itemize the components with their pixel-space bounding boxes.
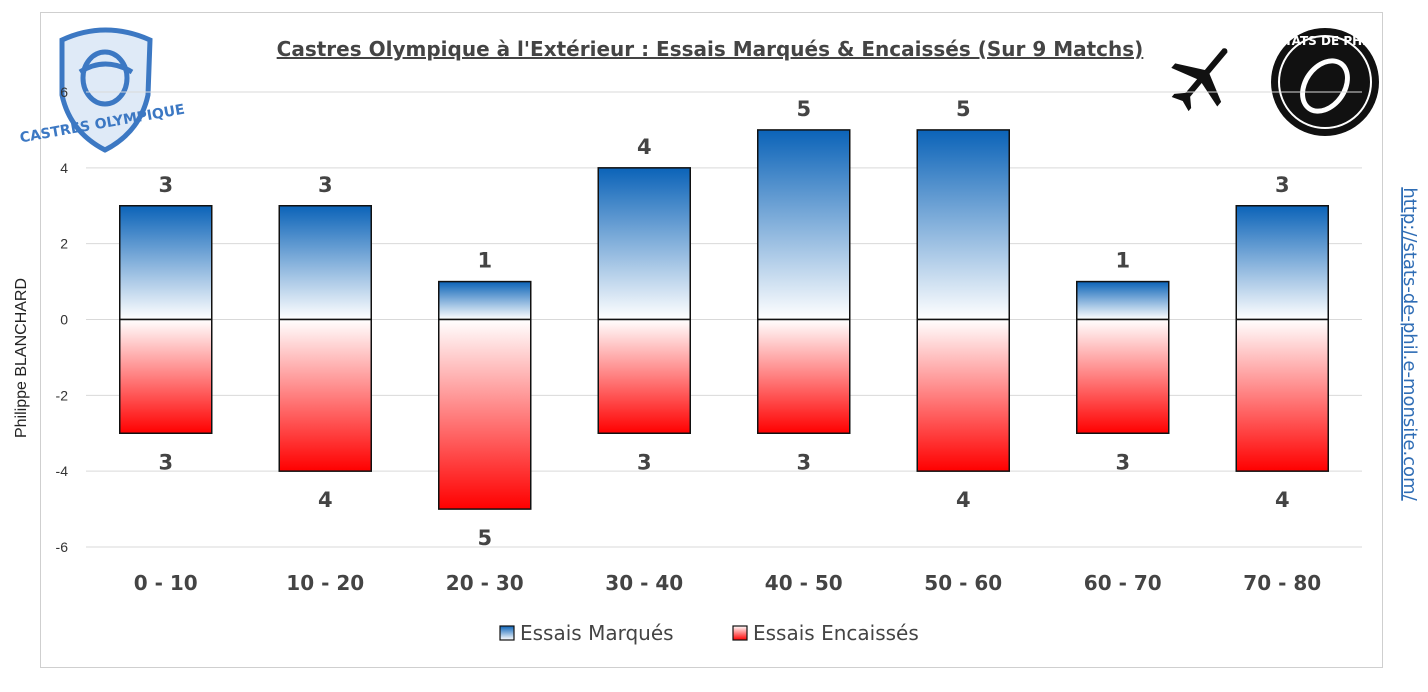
data-label-encaisses: 4	[318, 488, 333, 512]
x-category-label: 60 - 70	[1084, 571, 1162, 595]
data-label-encaisses: 3	[796, 450, 811, 474]
bar-essais-encaisses	[916, 318, 1010, 472]
x-category-label: 70 - 80	[1243, 571, 1321, 595]
bars	[119, 129, 1329, 510]
x-category-label: 50 - 60	[924, 571, 1002, 595]
bar-essais-encaisses	[1076, 318, 1170, 434]
chart-frame	[40, 12, 1383, 668]
data-label-encaisses: 3	[1115, 450, 1130, 474]
stats-de-phil-logo: STATS DE PHIL	[1271, 28, 1379, 136]
legend-swatch-encaisses	[732, 625, 748, 641]
x-category-label: 30 - 40	[605, 571, 683, 595]
gridlines	[86, 91, 1362, 548]
airplane-icon	[1171, 48, 1228, 112]
x-axis-categories: 0 - 10 10 - 20 20 - 30 30 - 40 40 - 50 50 - 6…	[134, 571, 1321, 595]
y-tick-label: 2	[60, 236, 68, 252]
stats-logo-text: STATS DE PHIL	[1276, 34, 1375, 48]
data-label-marques: 4	[637, 135, 652, 159]
x-category-label: 0 - 10	[134, 571, 198, 595]
author-label: Philippe BLANCHARD	[13, 278, 30, 438]
legend: Essais Marqués Essais Encaissés	[499, 621, 919, 645]
y-tick-label: 4	[60, 160, 68, 176]
y-tick-label: 6	[60, 84, 68, 100]
data-label-marques: 3	[1275, 173, 1290, 197]
bar-essais-marques	[916, 129, 1010, 321]
bar-essais-marques	[597, 167, 691, 321]
bar-essais-encaisses	[597, 318, 691, 434]
x-category-label: 20 - 30	[446, 571, 524, 595]
data-label-encaisses: 4	[1275, 488, 1290, 512]
legend-swatch-marques	[499, 625, 515, 641]
site-url-link[interactable]: http://stats-de-phil.e-monsite.com/	[1399, 187, 1420, 501]
bar-essais-marques	[1076, 280, 1170, 321]
bar-essais-marques	[278, 205, 372, 321]
data-label-marques: 5	[956, 97, 971, 121]
legend-label-marques: Essais Marqués	[520, 621, 674, 645]
data-label-encaisses: 3	[158, 450, 173, 474]
data-label-marques: 3	[318, 173, 333, 197]
bar-essais-encaisses	[438, 318, 532, 510]
y-tick-label: -4	[56, 463, 69, 479]
chart-title: Castres Olympique à l'Extérieur : Essais…	[277, 37, 1144, 61]
castres-olympique-logo: CASTRES OLYMPIQUE	[19, 27, 186, 153]
bar-essais-marques	[1235, 205, 1329, 321]
bar-essais-marques	[757, 129, 851, 321]
data-label-marques: 3	[158, 173, 173, 197]
y-tick-label: -6	[56, 539, 69, 555]
data-label-encaisses: 4	[956, 488, 971, 512]
x-category-label: 10 - 20	[286, 571, 364, 595]
bar-essais-encaisses	[278, 318, 372, 472]
data-label-marques: 5	[796, 97, 811, 121]
data-label-encaisses: 5	[477, 526, 492, 550]
data-label-encaisses: 3	[637, 450, 652, 474]
bar-essais-encaisses	[757, 318, 851, 434]
data-labels: 3 3 3 4 1 5 4 3 5 3 5 4 1 3 3 4	[158, 97, 1289, 550]
data-label-marques: 1	[1115, 249, 1130, 273]
y-tick-label: -2	[56, 387, 69, 403]
bar-essais-marques	[119, 205, 213, 321]
x-category-label: 40 - 50	[765, 571, 843, 595]
bar-essais-encaisses	[119, 318, 213, 434]
legend-label-encaisses: Essais Encaissés	[753, 621, 919, 645]
bar-essais-encaisses	[1235, 318, 1329, 472]
data-label-marques: 1	[477, 249, 492, 273]
y-tick-label: 0	[60, 312, 68, 328]
bar-essais-marques	[438, 280, 532, 321]
y-axis-ticks: -6 -4 -2 0 2 4 6	[56, 84, 69, 555]
